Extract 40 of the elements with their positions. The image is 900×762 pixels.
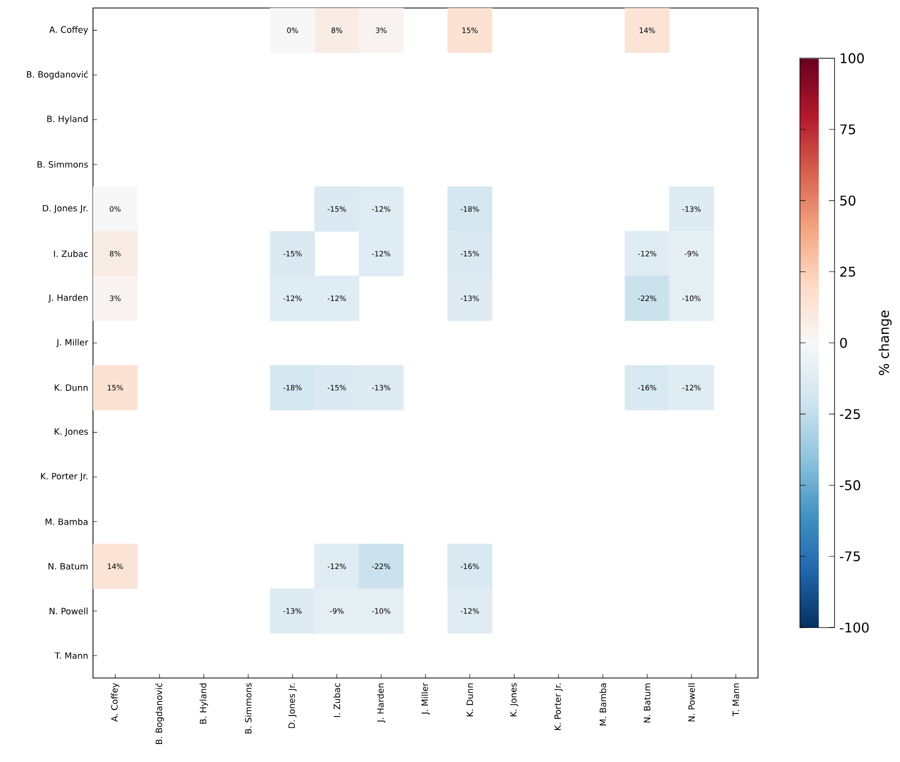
color-bar-label: -75 bbox=[840, 551, 860, 562]
x-tick-label: T. Mann bbox=[732, 683, 740, 716]
x-tick-label: D. Jones Jr. bbox=[288, 684, 297, 728]
y-tick-label: J. Harden bbox=[48, 294, 88, 302]
y-tick-label: T. Mann bbox=[54, 652, 88, 659]
y-tick-label: K. Dunn bbox=[54, 384, 88, 391]
color-bar-label: 100 bbox=[840, 53, 864, 64]
color-bar-title: % change bbox=[878, 310, 892, 376]
color-bar-label: 75 bbox=[840, 124, 856, 134]
x-tick-label: J. Harden bbox=[377, 683, 386, 723]
x-tick-label: K. Jones bbox=[510, 683, 518, 716]
y-tick-label: K. Porter Jr. bbox=[41, 472, 88, 482]
y-tick-label: I. Zubac bbox=[54, 250, 88, 258]
color-bar-label: 25 bbox=[840, 266, 856, 277]
y-tick-label: K. Jones bbox=[54, 428, 88, 436]
x-tick-label: A. Coffey bbox=[110, 682, 120, 722]
color-bar-label: -100 bbox=[840, 622, 869, 633]
color-bar-label: 0 bbox=[840, 338, 847, 348]
x-tick-label: N. Batum bbox=[644, 683, 650, 722]
y-tick-label: M. Bamba bbox=[46, 518, 88, 526]
y-tick-label: N. Batum bbox=[48, 563, 88, 570]
y-tick-label: J. Miller bbox=[56, 338, 88, 348]
color-bar-label: -25 bbox=[840, 409, 860, 420]
x-tick-label: B. Hyland bbox=[200, 684, 208, 724]
x-tick-label: J. Miller bbox=[421, 682, 430, 715]
y-tick-label: N. Powell bbox=[50, 608, 88, 614]
x-tick-label: B. Simmons bbox=[244, 683, 252, 734]
x-tick-label: I. Zubac bbox=[333, 683, 340, 717]
x-tick-label: M. Bamba bbox=[599, 684, 606, 726]
y-tick-label: B. Hyland bbox=[47, 115, 88, 124]
color-bar-label: 50 bbox=[840, 196, 856, 206]
x-tick-label: B. Bogdanović bbox=[155, 683, 164, 744]
x-tick-label: N. Powell bbox=[688, 684, 695, 722]
x-tick-label: K. Dunn bbox=[466, 683, 474, 716]
y-tick-label: A. Coffey bbox=[49, 26, 88, 35]
color-bar-label: -50 bbox=[840, 480, 860, 490]
y-tick-label: B. Simmons bbox=[38, 160, 88, 168]
y-tick-label: B. Bogdanović bbox=[27, 70, 88, 80]
x-tick-label: K. Porter Jr. bbox=[554, 684, 563, 730]
y-tick-label: D. Jones Jr. bbox=[42, 204, 88, 214]
